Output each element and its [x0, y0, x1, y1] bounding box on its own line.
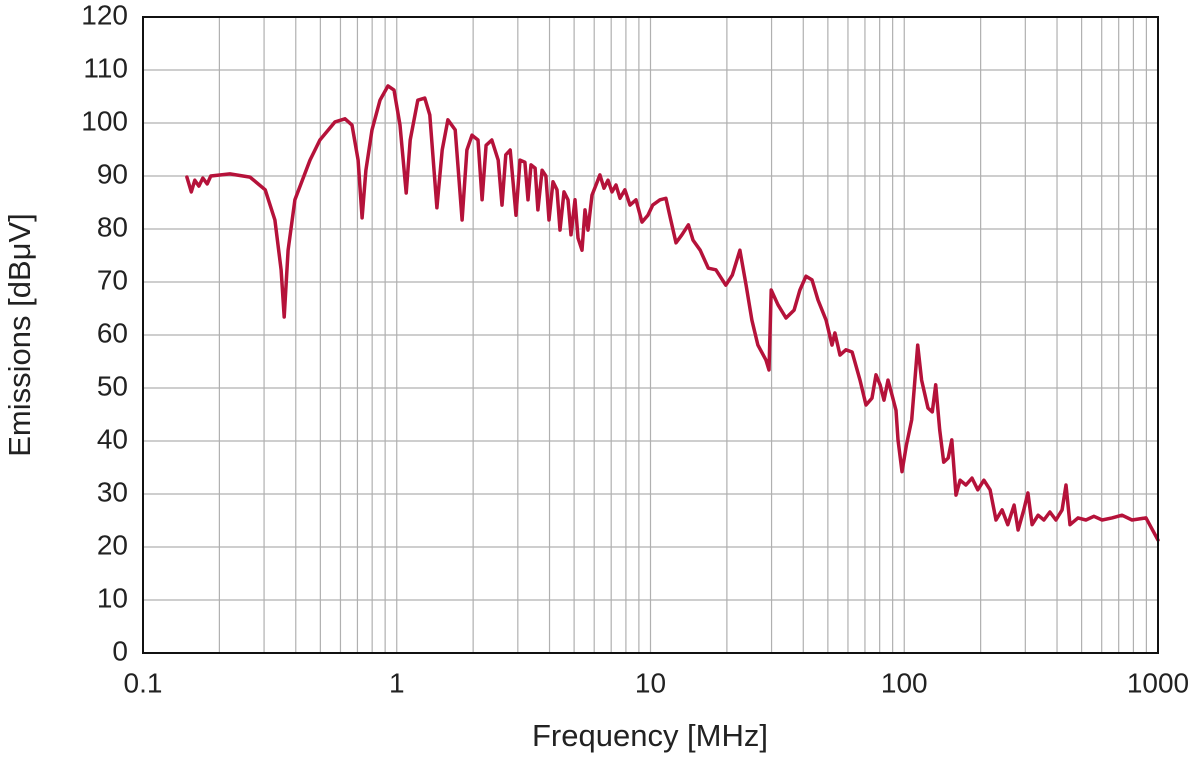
y-axis-label: Emissions [dBμV]: [2, 213, 37, 457]
y-tick-label: 100: [81, 105, 128, 136]
y-tick-label: 10: [97, 582, 128, 613]
y-tick-label: 20: [97, 529, 128, 560]
y-tick-label: 70: [97, 264, 128, 295]
data-line: [185, 84, 1160, 542]
plot-frame: [142, 16, 1159, 654]
y-tick-label: 0: [112, 635, 128, 666]
y-tick-label: 30: [97, 476, 128, 507]
y-tick-label: 50: [97, 370, 128, 401]
y-tick-label: 40: [97, 423, 128, 454]
x-tick-label: 100: [881, 667, 928, 698]
y-tick-label: 80: [97, 211, 128, 242]
x-tick-label: 0.1: [124, 667, 163, 698]
x-tick-label: 10: [635, 667, 666, 698]
y-tick-label: 60: [97, 317, 128, 348]
x-tick-label: 1: [389, 667, 405, 698]
y-tick-label: 90: [97, 158, 128, 189]
x-tick-label: 1000: [1127, 667, 1189, 698]
y-tick-label: 110: [83, 52, 128, 83]
x-axis-label: Frequency [MHz]: [532, 718, 768, 753]
y-tick-label: 120: [81, 0, 128, 30]
